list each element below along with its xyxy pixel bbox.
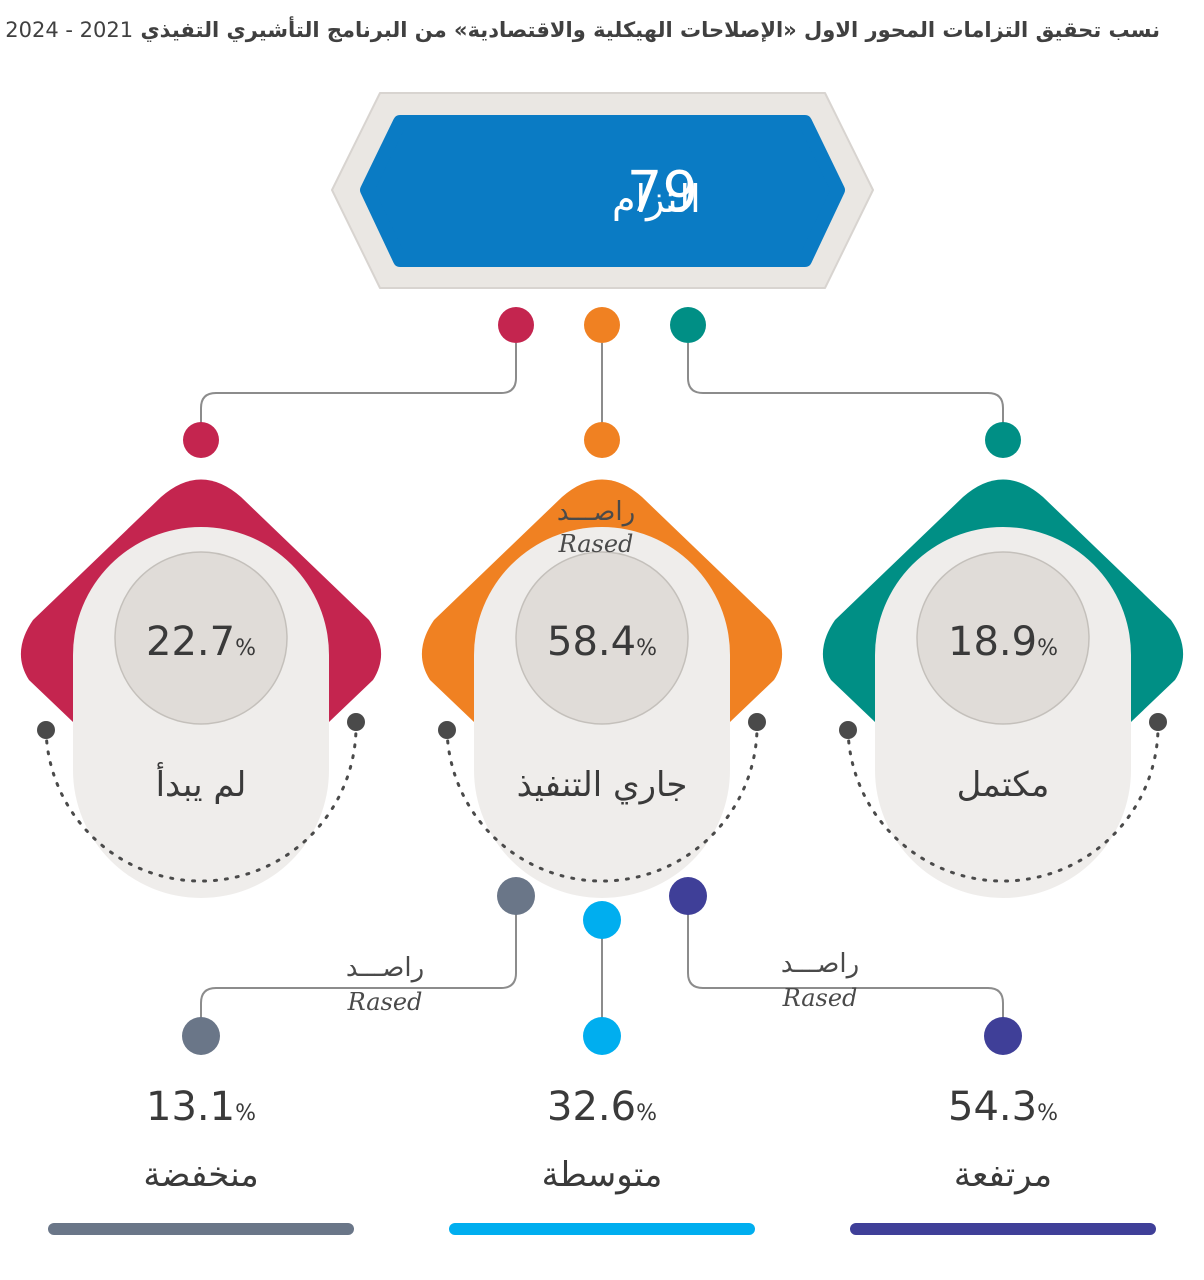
arc-end-dot — [748, 713, 766, 731]
status-card-in-progress: 58.4% جاري التنفيذ — [421, 479, 783, 898]
arc-end-dot — [37, 721, 55, 739]
dot-in-progress — [584, 422, 620, 458]
status-label: جاري التنفيذ — [517, 765, 688, 805]
arc-end-dot — [839, 721, 857, 739]
level-unit: % — [1037, 1101, 1058, 1126]
watermark-latin: Rased — [782, 984, 858, 1012]
status-label: لم يبدأ — [156, 762, 247, 805]
dot-low-top — [497, 877, 535, 915]
dot-medium — [583, 1017, 621, 1055]
dot-medium-top — [583, 901, 621, 939]
total-box: 79 التزام — [331, 92, 874, 289]
watermark-latin: Rased — [558, 530, 634, 558]
dot-low — [182, 1017, 220, 1055]
percent-unit: % — [636, 636, 657, 661]
dot-in-progress-top — [584, 307, 620, 343]
percent-circle — [916, 551, 1090, 725]
dotted-arc — [44, 720, 358, 883]
percent-text: 22.7% — [146, 619, 256, 665]
dotted-arc — [846, 720, 1160, 883]
title-years: 2021 - 2024 — [5, 18, 134, 42]
status-card-not-started: 22.7% لم يبدأ — [20, 479, 382, 898]
percent-text: 58.4% — [547, 619, 657, 665]
watermark-top: راصـــد Rased — [557, 497, 635, 558]
title-text: نسب تحقيق التزامات المحور الاول «الإصلاح… — [140, 18, 1160, 42]
watermark-arabic: راصـــد — [781, 949, 859, 979]
arc-end-dot — [347, 713, 365, 731]
connector-high — [687, 912, 1004, 1036]
percent-value: 22.7 — [146, 619, 235, 665]
level-high: 54.3% مرتفعة — [850, 1084, 1156, 1235]
level-label: متوسطة — [542, 1155, 663, 1195]
watermark-arabic: راصـــد — [557, 497, 635, 527]
level-unit: % — [636, 1101, 657, 1126]
level-percent: 13.1% — [146, 1084, 256, 1130]
level-value: 13.1 — [146, 1084, 235, 1130]
status-card-completed: 18.9% مكتمل — [822, 479, 1184, 898]
level-medium: 32.6% متوسطة — [449, 1084, 755, 1235]
connector-completed — [687, 343, 1004, 440]
percent-unit: % — [1037, 636, 1058, 661]
arc-end-dot — [438, 721, 456, 739]
dot-completed — [985, 422, 1021, 458]
connector-not-started — [200, 343, 517, 440]
level-percent: 32.6% — [547, 1084, 657, 1130]
watermark-right: راصـــد Rased — [781, 949, 859, 1012]
watermark-arabic: راصـــد — [346, 953, 424, 983]
total-label: التزام — [612, 177, 701, 222]
level-value: 54.3 — [948, 1084, 1037, 1130]
percent-text: 18.9% — [948, 619, 1058, 665]
percent-value: 58.4 — [547, 619, 636, 665]
percent-circle — [515, 551, 689, 725]
total-box-inner — [360, 115, 845, 267]
level-label: منخفضة — [143, 1155, 258, 1195]
connector-low — [200, 912, 517, 1036]
dot-not-started-top — [498, 307, 534, 343]
arc-end-dot — [1149, 713, 1167, 731]
watermark-left: راصـــد Rased — [346, 953, 424, 1016]
dotted-arc — [445, 720, 759, 883]
percent-circle — [114, 551, 288, 725]
watermark-latin: Rased — [347, 988, 423, 1016]
dot-high — [984, 1017, 1022, 1055]
page-title: نسب تحقيق التزامات المحور الاول «الإصلاح… — [5, 18, 1160, 58]
dot-completed-top — [670, 307, 706, 343]
percent-unit: % — [235, 636, 256, 661]
level-label: مرتفعة — [954, 1155, 1052, 1195]
dot-high-top — [669, 877, 707, 915]
total-number: 79 — [627, 160, 698, 225]
status-label: مكتمل — [957, 765, 1050, 805]
percent-value: 18.9 — [948, 619, 1037, 665]
level-percent: 54.3% — [948, 1084, 1058, 1130]
level-value: 32.6 — [547, 1084, 636, 1130]
level-unit: % — [235, 1101, 256, 1126]
level-low: 13.1% منخفضة — [48, 1084, 354, 1235]
dot-not-started — [183, 422, 219, 458]
